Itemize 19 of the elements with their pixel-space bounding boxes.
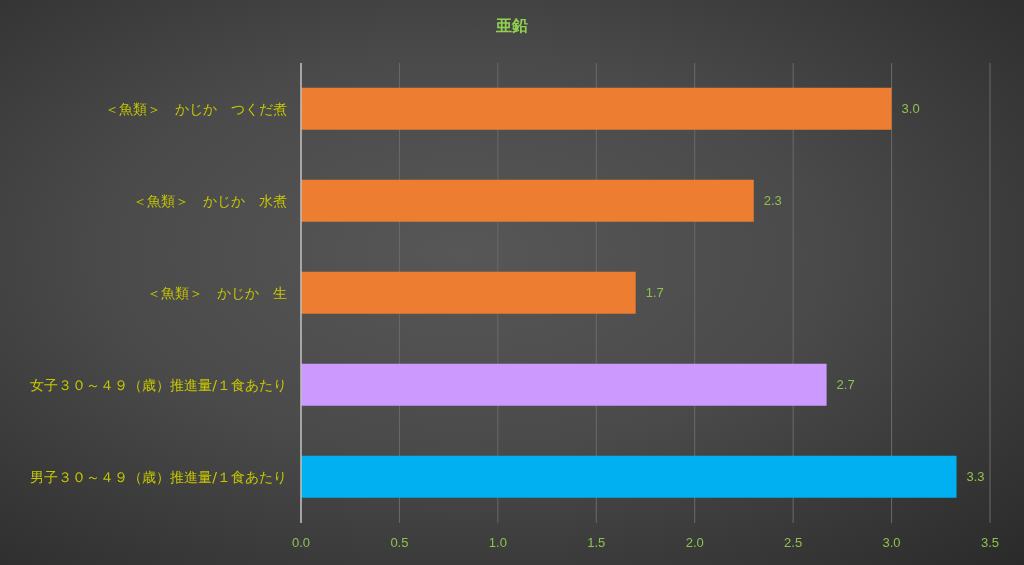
x-tick-label: 3.5	[980, 535, 1000, 551]
y-tick-label: 女子３０～４９（歳）推進量/１食あたり	[30, 377, 287, 393]
y-tick-label: ＜魚類＞ かじか 水煮	[133, 193, 287, 209]
chart-title: 亜鉛	[495, 15, 529, 37]
data-label: 2.7	[836, 377, 855, 393]
x-tick-label: 0.5	[390, 535, 409, 551]
data-label: 1.7	[645, 285, 664, 301]
y-tick-label: ＜魚類＞ かじか つくだ煮	[105, 101, 287, 117]
y-tick-label: 男子３０～４９（歳）推進量/１食あたり	[30, 469, 287, 485]
data-label: 2.3	[763, 193, 782, 209]
data-label: 3.3	[966, 469, 985, 485]
x-tick-label: 2.0	[685, 535, 704, 551]
x-tick-label: 1.5	[587, 535, 606, 551]
x-tick-label: 3.0	[882, 535, 901, 551]
data-label: 3.0	[901, 101, 920, 117]
y-tick-label: ＜魚類＞ かじか 生	[147, 285, 287, 301]
x-tick-label: 2.5	[784, 535, 803, 551]
x-tick-label: 1.0	[488, 535, 507, 551]
x-tick-label: 0.0	[291, 535, 311, 551]
